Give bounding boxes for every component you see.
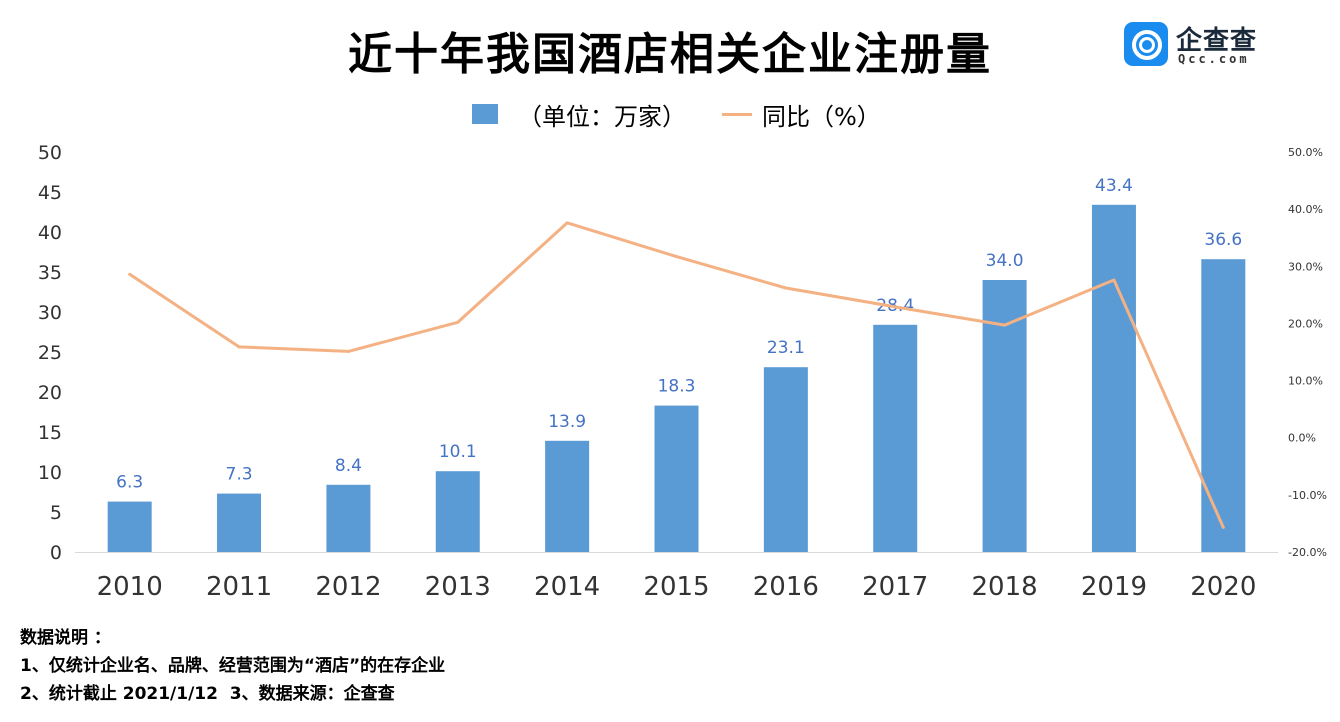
y-left-tick-label: 45 [38, 182, 62, 204]
logo-name: 企查查 [1176, 26, 1258, 56]
bar-data-label: 8.4 [335, 456, 362, 476]
bar [107, 501, 152, 552]
bar-data-label: 18.3 [658, 377, 696, 397]
bar [326, 484, 371, 552]
y-right-tick-label: 20.0% [1288, 317, 1323, 330]
yoy-point [893, 305, 897, 309]
yoy-point [237, 345, 241, 349]
legend-line-label: 同比（%） [762, 102, 881, 131]
bar-data-label: 36.6 [1204, 230, 1242, 250]
bar [873, 324, 918, 552]
legend-bar-swatch [472, 104, 498, 124]
y-left-tick-label: 30 [38, 302, 62, 324]
bar [217, 493, 262, 552]
chart-title: 近十年我国酒店相关企业注册量 [348, 29, 992, 80]
y-left-tick-label: 35 [38, 262, 62, 284]
yoy-point [565, 221, 569, 225]
x-tick-label: 2017 [862, 572, 928, 602]
yoy-point [128, 272, 132, 276]
note-line: 1、仅统计企业名、品牌、经营范围为“酒店”的在存企业 [20, 656, 446, 676]
y-left-tick-label: 10 [38, 462, 62, 484]
bar [545, 440, 590, 552]
x-tick-label: 2014 [534, 572, 600, 602]
yoy-point [675, 255, 678, 259]
yoy-point [784, 286, 788, 290]
x-tick-label: 2020 [1190, 572, 1256, 602]
logo-domain: Qcc.com [1178, 52, 1250, 66]
y-left-tick-label: 20 [38, 382, 62, 404]
bar-data-label: 23.1 [767, 338, 805, 358]
bar-data-label: 10.1 [439, 442, 477, 462]
y-left-tick-label: 50 [38, 142, 62, 164]
qcc-logo: 企查查 Qcc.com [1124, 20, 1304, 70]
bar [435, 471, 480, 552]
x-tick-label: 2018 [972, 572, 1038, 602]
y-left-tick-label: 40 [38, 222, 62, 244]
y-right-tick-label: -20.0% [1288, 546, 1327, 559]
yoy-point [346, 349, 350, 353]
y-left-tick-label: 15 [38, 422, 62, 444]
y-right-tick-label: 10.0% [1288, 375, 1323, 388]
bar [1091, 204, 1136, 553]
legend-item-line: 同比（%） [722, 96, 881, 132]
note-line: 数据说明 ： [20, 628, 111, 648]
bar-data-label: 34.0 [986, 251, 1024, 271]
y-left-tick-label: 5 [50, 502, 62, 524]
bar-data-label: 6.3 [116, 473, 143, 493]
legend-line-swatch [722, 112, 752, 116]
legend-item-bar: （单位：万家） [472, 96, 686, 132]
bar-data-label: 13.9 [548, 412, 586, 432]
legend-bar-label: （单位：万家） [518, 102, 686, 131]
note-line: 2、统计截止 2021/1/12 3、数据来源：企查查 [20, 684, 395, 704]
yoy-point [1003, 323, 1007, 327]
x-tick-label: 2016 [753, 572, 819, 602]
y-left-tick-label: 0 [50, 542, 62, 564]
bar [763, 367, 808, 552]
legend: （单位：万家） 同比（%） [0, 96, 1340, 132]
x-tick-label: 2011 [206, 572, 272, 602]
yoy-point [1112, 278, 1116, 282]
qcc-logo-icon [1124, 22, 1168, 66]
data-notes: 数据说明 ： 1、仅统计企业名、品牌、经营范围为“酒店”的在存企业 2、统计截止… [20, 624, 445, 708]
yoy-point [1221, 525, 1225, 529]
x-tick-label: 2015 [643, 572, 709, 602]
x-tick-label: 2013 [425, 572, 491, 602]
bar-data-label: 7.3 [226, 465, 253, 485]
yoy-point [456, 320, 460, 324]
x-tick-label: 2010 [97, 572, 163, 602]
x-tick-label: 2012 [315, 572, 381, 602]
y-right-tick-label: 0.0% [1288, 432, 1316, 445]
chart-area: 0 5 10 15 20 25 30 35 40 45 50 -20.0% -10.0% 0.0% 10.0… [38, 142, 1327, 602]
y-right-tick-label: 30.0% [1288, 260, 1323, 273]
y-right-tick-label: 50.0% [1288, 146, 1323, 159]
y-right-tick-label: 40.0% [1288, 203, 1323, 216]
x-tick-label: 2019 [1081, 572, 1147, 602]
bar [1201, 259, 1246, 552]
bar [654, 405, 699, 552]
y-right-tick-label: -10.0% [1288, 489, 1327, 502]
bar [982, 280, 1027, 552]
y-left-tick-label: 25 [38, 342, 62, 364]
bar-data-label: 43.4 [1095, 176, 1133, 196]
